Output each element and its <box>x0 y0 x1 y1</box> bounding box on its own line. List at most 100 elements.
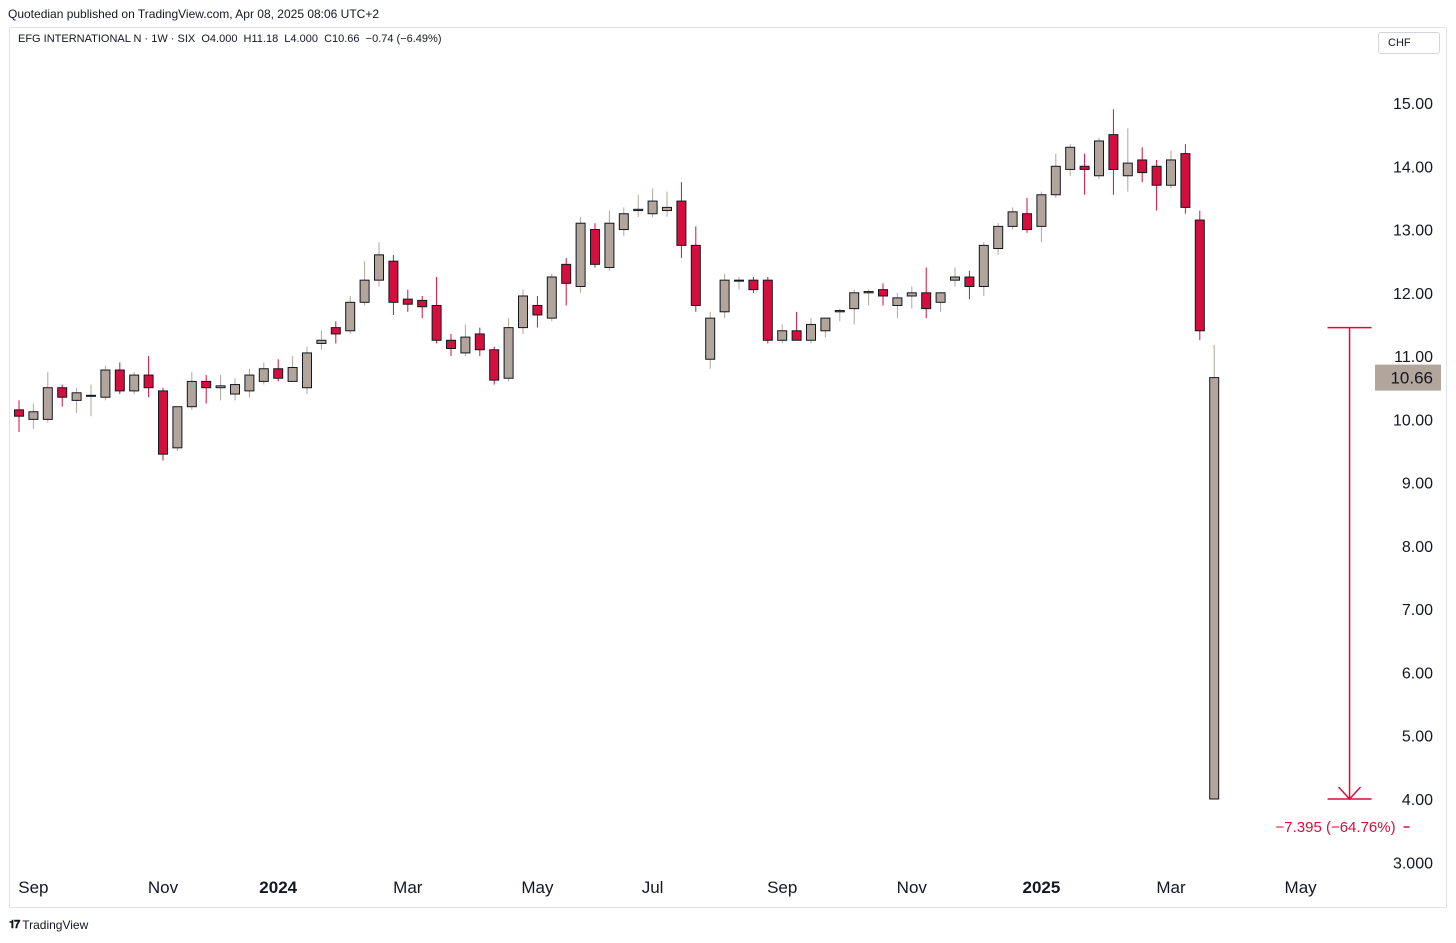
candle-body <box>1194 219 1205 332</box>
candle-body <box>618 213 629 231</box>
price-tick-label: 4.00 <box>1402 792 1433 809</box>
candle-body <box>950 276 960 281</box>
candle <box>273 359 284 382</box>
candle-body <box>1137 159 1148 174</box>
candle <box>14 400 24 433</box>
candle <box>1036 191 1047 243</box>
candle-body <box>1065 146 1076 170</box>
candle <box>1022 197 1032 233</box>
candle-body <box>186 380 197 408</box>
candle-body <box>1108 134 1119 170</box>
candle-body <box>705 317 716 360</box>
candle-body <box>230 384 240 395</box>
candle-body <box>215 385 226 389</box>
candle-body <box>518 295 528 329</box>
price-tick-label: 3.000 <box>1393 855 1433 872</box>
candle-body <box>906 292 917 297</box>
price-tick-label: 12.00 <box>1393 286 1433 303</box>
candle-body <box>114 369 125 392</box>
time-tick-label: 2024 <box>259 878 297 897</box>
candle <box>287 356 298 382</box>
candle-body <box>345 301 356 332</box>
candle-body <box>849 292 860 310</box>
candle <box>57 384 68 407</box>
candle-body <box>172 406 183 449</box>
candle <box>86 384 96 417</box>
candle <box>230 378 240 401</box>
candle-body <box>993 225 1004 250</box>
candle <box>518 289 528 334</box>
tradingview-logo-icon: 𝟏𝟕 <box>9 918 20 931</box>
candle-body <box>777 330 788 341</box>
candle <box>546 273 557 322</box>
candle <box>1007 207 1018 230</box>
candle <box>244 368 255 398</box>
candle <box>42 371 53 423</box>
candle <box>431 277 442 344</box>
candle-body <box>806 323 816 341</box>
last-price-label: 10.66 <box>1390 369 1433 388</box>
candle-body <box>100 369 111 398</box>
candle-body <box>748 279 759 291</box>
candle-body <box>143 374 154 389</box>
candle-body <box>820 317 831 332</box>
candle <box>1194 210 1205 341</box>
candle <box>215 375 226 401</box>
candle-body <box>561 263 572 284</box>
candle-body <box>302 352 312 389</box>
candle-body <box>460 336 471 354</box>
time-tick-label: Nov <box>897 878 928 897</box>
candle <box>950 267 960 287</box>
candle-body <box>1180 153 1191 208</box>
measure-arrowhead <box>1338 786 1362 801</box>
price-tick-label: 5.00 <box>1402 729 1433 746</box>
candle <box>575 216 586 293</box>
candle-body <box>71 392 82 401</box>
candle-body <box>834 310 845 313</box>
price-tick-label: 10.00 <box>1393 412 1433 429</box>
symbol-legend: EFG INTERNATIONAL N · 1W · SIX O4.000 H1… <box>18 33 442 45</box>
time-tick-label: Jul <box>642 878 664 897</box>
candle <box>446 333 456 357</box>
time-axis: Sep Nov 2024 Mar May Jul Sep Nov 2025 Mar May <box>18 878 1317 897</box>
candle <box>100 365 111 401</box>
candle-body <box>42 387 53 420</box>
candle <box>201 375 212 404</box>
candle <box>662 191 672 217</box>
tradingview-brand[interactable]: 𝟏𝟕 TradingView <box>9 918 88 932</box>
candle-body <box>201 380 212 389</box>
candle <box>633 194 644 217</box>
candle-body <box>244 374 255 392</box>
candle <box>878 283 888 306</box>
candle <box>834 308 845 322</box>
last-price-badge <box>1375 364 1441 391</box>
chart-pane[interactable] <box>9 27 1447 908</box>
candle <box>849 289 860 325</box>
time-tick-label: 2025 <box>1022 878 1060 897</box>
candle-body <box>604 222 615 269</box>
candle <box>806 318 816 344</box>
candle-body <box>1151 165 1162 186</box>
currency-selector[interactable]: CHF <box>1378 32 1440 54</box>
candle <box>388 254 399 315</box>
candle <box>748 277 759 293</box>
candle <box>734 277 744 290</box>
candle <box>143 356 154 398</box>
candle <box>258 362 269 385</box>
candle <box>978 242 989 296</box>
candle <box>791 311 802 341</box>
candle-body <box>86 394 96 397</box>
candle-body <box>417 299 428 308</box>
candle-body <box>892 297 903 306</box>
candle-body <box>734 279 744 282</box>
time-tick-label: May <box>521 878 554 897</box>
candle <box>186 371 197 410</box>
candle-body <box>1079 165 1090 170</box>
publish-info: Quotedian published on TradingView.com, … <box>8 7 380 21</box>
candle <box>762 277 773 344</box>
price-tick-label: 8.00 <box>1402 539 1433 556</box>
candle-body <box>489 349 500 381</box>
candle-body <box>590 229 600 265</box>
candle-body <box>1122 162 1133 177</box>
